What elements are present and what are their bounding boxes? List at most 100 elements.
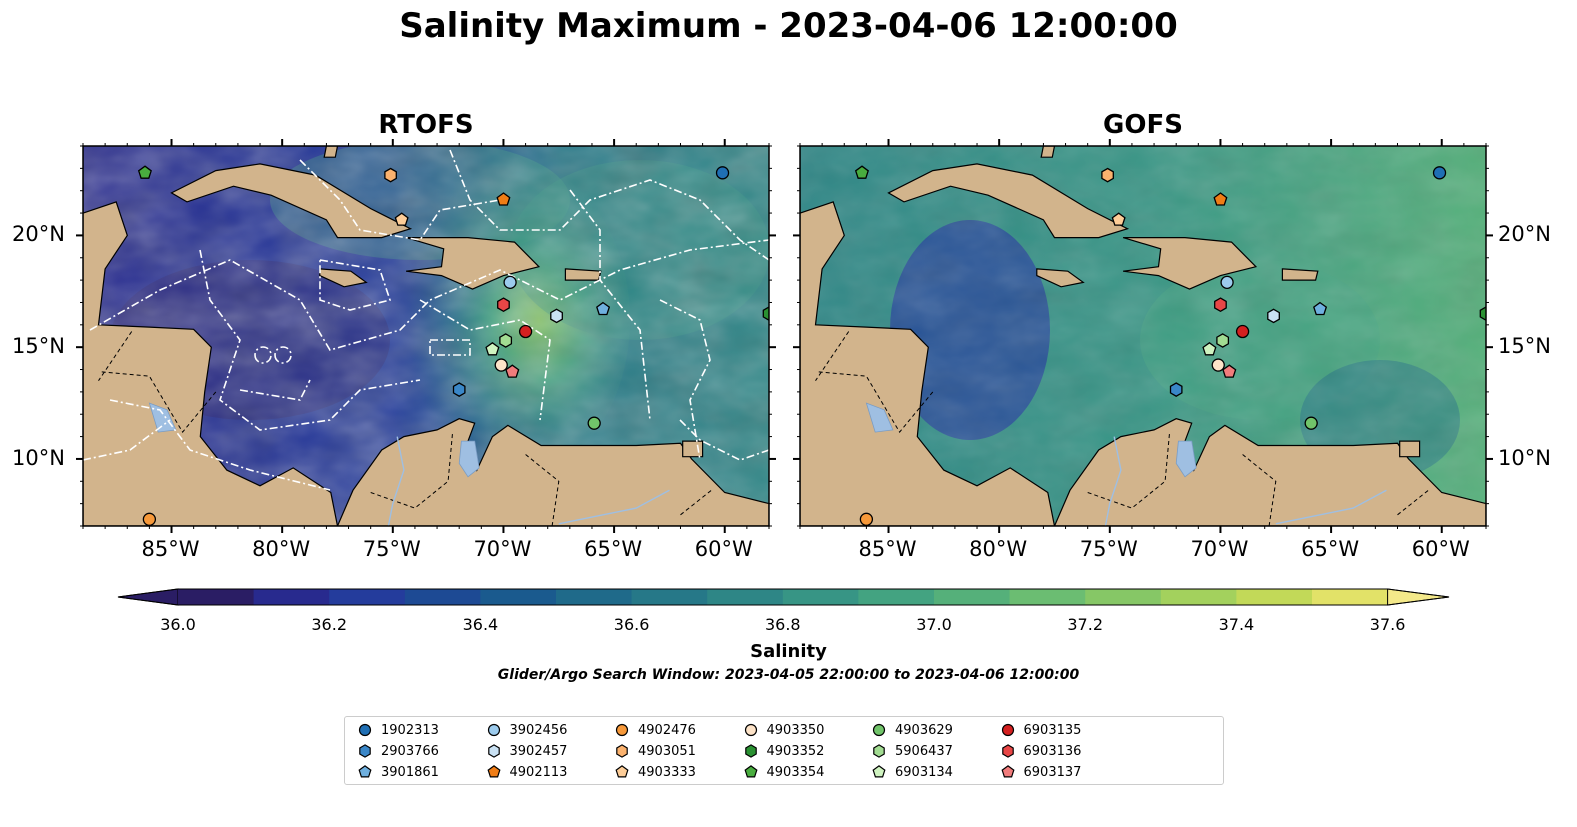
land	[1053, 418, 1486, 526]
float-marker-4903051	[384, 167, 397, 183]
land	[83, 146, 339, 526]
circle-marker-icon	[1001, 723, 1014, 737]
float-marker-3902456	[503, 275, 517, 290]
legend-item: 3902456	[486, 720, 567, 740]
colorbar-bin	[556, 589, 633, 605]
land	[1036, 268, 1085, 288]
legend-item: 4903354	[743, 762, 825, 782]
y-tick-label: 20°N	[12, 222, 65, 247]
search-window-text: Glider/Argo Search Window: 2023-04-05 22…	[497, 667, 1080, 683]
circle-marker-icon	[872, 723, 886, 737]
legend-label: 6903135	[1023, 722, 1082, 738]
legend-item: 3901861	[357, 762, 439, 782]
colorbar-tick-label: 37.0	[916, 615, 952, 634]
land	[405, 237, 541, 290]
hexagon-marker-icon	[1001, 744, 1014, 758]
float-marker-4903354	[137, 165, 152, 179]
colorbar-bin	[1009, 589, 1086, 605]
colorbar-tick-label: 37.2	[1067, 615, 1103, 634]
hexagon-marker-icon	[616, 744, 628, 758]
legend-item: 1902313	[357, 720, 439, 740]
colorbar-label: Salinity	[750, 641, 827, 662]
legend-label: 4903352	[766, 743, 825, 759]
legend-item: 4903629	[871, 720, 953, 740]
colorbar-tick-label: 36.6	[613, 615, 650, 634]
x-tick-label: 85°W	[858, 537, 917, 561]
x-tick-label: 65°W	[1301, 537, 1360, 561]
rivers	[1104, 436, 1387, 526]
lake	[458, 440, 480, 478]
float-marker-6903136	[497, 297, 510, 313]
float-marker-4903352	[1479, 306, 1486, 321]
float-marker-6903134	[485, 341, 500, 356]
legend: 1902313 2903766 3901861 3902456 3902457 49021…	[344, 716, 1224, 785]
land	[564, 268, 602, 281]
x-tick-label: 60°W	[694, 537, 753, 561]
float-marker-2903766	[452, 382, 466, 397]
legend-item: 4902476	[614, 720, 696, 740]
gofs-map	[800, 146, 1486, 526]
colorbar	[117, 588, 1450, 606]
float-marker-4903051	[1101, 167, 1114, 183]
colorbar-bin	[480, 589, 557, 605]
colorbar-tick-label: 37.6	[1369, 615, 1406, 634]
colorbar-tick-label: 36.0	[160, 615, 196, 634]
float-marker-1902313	[715, 166, 730, 180]
float-marker-4903629	[587, 416, 601, 430]
land	[170, 163, 413, 239]
float-marker-3902457	[550, 308, 563, 324]
colorbar-bin	[631, 589, 708, 605]
colorbar-extend-high	[1387, 588, 1450, 606]
colorbar-bin	[1160, 589, 1237, 605]
x-tick-label: 85°W	[141, 537, 200, 561]
colorbar-bin	[782, 589, 859, 605]
legend-item: 6903135	[1000, 720, 1082, 740]
colorbar-bin	[253, 589, 330, 605]
panel-title-rtofs: RTOFS	[378, 110, 474, 140]
colorbar-tick-label: 36.2	[311, 615, 347, 634]
x-tick-label: 75°W	[1079, 537, 1138, 561]
float-marker-1902313	[1432, 166, 1447, 180]
float-marker-4902113	[1213, 192, 1228, 206]
hexagon-marker-icon	[359, 744, 371, 758]
pentagon-marker-icon	[743, 765, 758, 778]
float-marker-5906437	[1216, 333, 1230, 348]
circle-marker-icon	[744, 723, 757, 737]
legend-label: 4902476	[638, 722, 696, 738]
rtofs-map	[83, 146, 769, 526]
colorbar-bin	[858, 589, 935, 605]
maps-svg	[76, 139, 1493, 533]
float-marker-6903136	[1214, 297, 1227, 313]
float-marker-3902457	[1267, 308, 1280, 324]
land	[800, 146, 1056, 526]
land	[682, 440, 704, 458]
land	[1040, 146, 1056, 158]
legend-item: 5906437	[871, 741, 953, 761]
land	[319, 268, 368, 288]
land	[1122, 237, 1258, 290]
float-marker-6903137	[505, 364, 520, 378]
legend-label: 4903333	[638, 764, 696, 780]
float-marker-3902456	[1220, 275, 1234, 290]
hexagon-marker-icon	[744, 744, 757, 758]
pentagon-marker-icon	[486, 765, 501, 778]
legend-label: 5906437	[895, 743, 953, 759]
legend-item: 4903333	[614, 762, 696, 782]
y-tick-label: 15°N	[12, 334, 65, 359]
circle-marker-icon	[358, 723, 372, 737]
legend-item: 2903766	[357, 741, 439, 761]
x-tick-label: 70°W	[1190, 537, 1249, 561]
circle-marker-icon	[615, 723, 629, 737]
land	[323, 146, 339, 158]
float-marker-4903629	[1304, 416, 1318, 430]
land	[336, 418, 769, 526]
land	[1399, 440, 1421, 458]
colorbar-bin	[934, 589, 1011, 605]
x-tick-label: 65°W	[584, 537, 643, 561]
hexagon-marker-icon	[873, 744, 885, 758]
y-tick-label: 15°N	[1498, 334, 1551, 359]
float-marker-3901861	[1313, 301, 1328, 316]
legend-label: 2903766	[381, 743, 439, 759]
legend-label: 4903354	[766, 764, 825, 780]
float-marker-6903135	[1235, 324, 1250, 339]
